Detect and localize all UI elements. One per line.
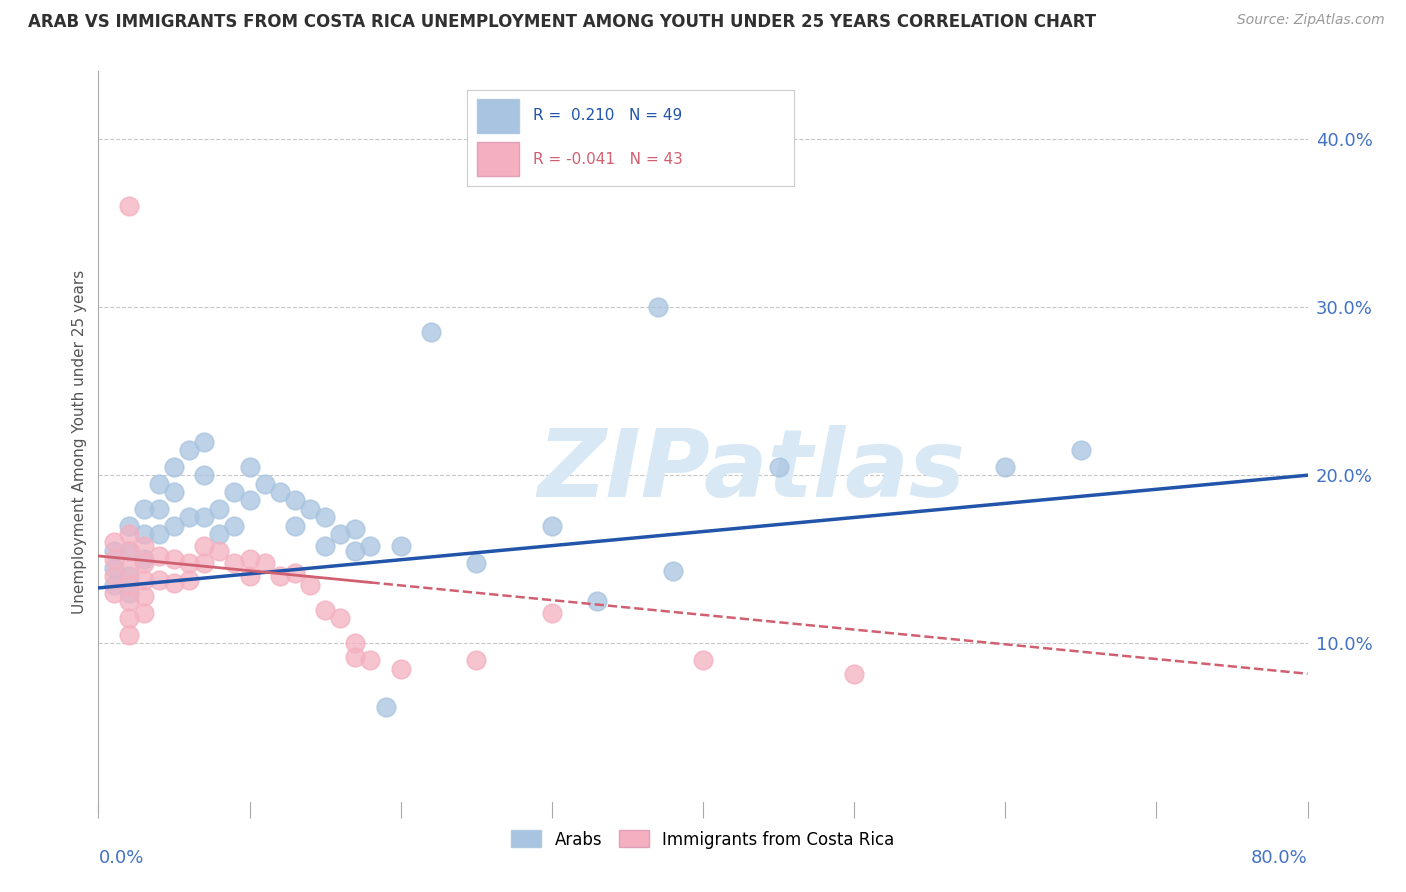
Point bbox=[224, 518, 246, 533]
Point bbox=[239, 459, 262, 474]
Point bbox=[179, 442, 201, 457]
Point bbox=[299, 501, 322, 516]
Point bbox=[329, 611, 352, 625]
Point bbox=[253, 556, 276, 570]
Point bbox=[224, 485, 246, 500]
Point bbox=[148, 501, 170, 516]
Point bbox=[103, 552, 125, 566]
Point bbox=[314, 539, 336, 553]
Point bbox=[284, 566, 307, 580]
Point bbox=[179, 510, 201, 524]
Point bbox=[1070, 442, 1092, 457]
Point bbox=[103, 569, 125, 583]
Point bbox=[118, 560, 141, 574]
Point bbox=[420, 325, 443, 339]
Point bbox=[103, 586, 125, 600]
Point bbox=[224, 556, 246, 570]
Point bbox=[118, 199, 141, 213]
Point bbox=[132, 556, 155, 570]
Point bbox=[179, 556, 201, 570]
Point bbox=[132, 501, 155, 516]
Text: 0.0%: 0.0% bbox=[98, 849, 143, 867]
Point bbox=[118, 518, 141, 533]
Point bbox=[193, 510, 215, 524]
Point bbox=[163, 459, 186, 474]
Point bbox=[692, 653, 714, 667]
Point bbox=[465, 556, 488, 570]
Point bbox=[299, 577, 322, 591]
Point bbox=[647, 300, 669, 314]
Point bbox=[103, 577, 125, 591]
Point bbox=[314, 603, 336, 617]
Point bbox=[314, 510, 336, 524]
Point bbox=[284, 493, 307, 508]
Point bbox=[163, 485, 186, 500]
Y-axis label: Unemployment Among Youth under 25 years: Unemployment Among Youth under 25 years bbox=[72, 269, 87, 614]
Point bbox=[360, 539, 382, 553]
Text: Source: ZipAtlas.com: Source: ZipAtlas.com bbox=[1237, 13, 1385, 28]
Point bbox=[163, 575, 186, 590]
Point bbox=[389, 662, 412, 676]
Point bbox=[994, 459, 1017, 474]
Point bbox=[239, 569, 262, 583]
Point bbox=[163, 518, 186, 533]
Point bbox=[193, 468, 215, 483]
Point bbox=[148, 527, 170, 541]
Point bbox=[193, 556, 215, 570]
Point bbox=[118, 586, 141, 600]
Point bbox=[103, 535, 125, 549]
Point bbox=[132, 606, 155, 620]
Point bbox=[118, 594, 141, 608]
Text: ZIPatlas: ZIPatlas bbox=[537, 425, 966, 517]
Point bbox=[103, 544, 125, 558]
Text: 80.0%: 80.0% bbox=[1251, 849, 1308, 867]
Point bbox=[132, 527, 155, 541]
Point bbox=[118, 569, 141, 583]
Text: ARAB VS IMMIGRANTS FROM COSTA RICA UNEMPLOYMENT AMONG YOUTH UNDER 25 YEARS CORRE: ARAB VS IMMIGRANTS FROM COSTA RICA UNEMP… bbox=[28, 13, 1097, 31]
Point bbox=[208, 544, 231, 558]
Point bbox=[661, 564, 683, 578]
Point bbox=[269, 485, 291, 500]
Point bbox=[118, 527, 141, 541]
Point bbox=[118, 628, 141, 642]
Point bbox=[374, 700, 396, 714]
Point bbox=[103, 560, 125, 574]
Point bbox=[344, 522, 367, 536]
Point bbox=[179, 573, 201, 587]
Point bbox=[239, 493, 262, 508]
Point bbox=[118, 577, 141, 591]
Point bbox=[132, 552, 155, 566]
Point bbox=[844, 666, 866, 681]
Point bbox=[284, 518, 307, 533]
Point bbox=[239, 552, 262, 566]
Point bbox=[253, 476, 276, 491]
Point bbox=[360, 653, 382, 667]
Point bbox=[132, 573, 155, 587]
Point bbox=[118, 611, 141, 625]
Point bbox=[148, 476, 170, 491]
Point bbox=[586, 594, 609, 608]
Point bbox=[344, 636, 367, 650]
Point bbox=[344, 649, 367, 664]
Point bbox=[118, 544, 141, 558]
Point bbox=[148, 573, 170, 587]
Point bbox=[208, 501, 231, 516]
Point bbox=[208, 527, 231, 541]
Point bbox=[465, 653, 488, 667]
Point bbox=[132, 539, 155, 553]
Point bbox=[148, 549, 170, 563]
Point bbox=[118, 544, 141, 558]
Point bbox=[540, 518, 562, 533]
Point bbox=[193, 434, 215, 449]
Point bbox=[329, 527, 352, 541]
Point bbox=[269, 569, 291, 583]
Point bbox=[344, 544, 367, 558]
Legend: Arabs, Immigrants from Costa Rica: Arabs, Immigrants from Costa Rica bbox=[505, 823, 901, 855]
Point bbox=[389, 539, 412, 553]
Point bbox=[768, 459, 790, 474]
Point bbox=[132, 590, 155, 604]
Point bbox=[193, 539, 215, 553]
Point bbox=[163, 552, 186, 566]
Point bbox=[540, 606, 562, 620]
